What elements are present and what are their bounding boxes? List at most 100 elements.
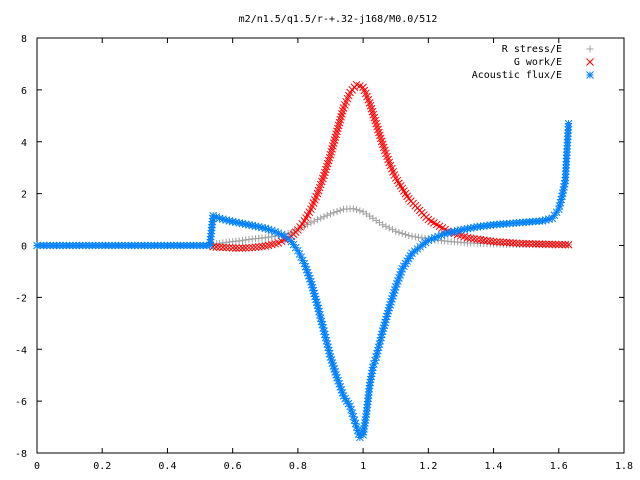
data-point-interp: [522, 239, 531, 248]
data-point-interp: [502, 238, 511, 247]
data-point-interp: [344, 399, 353, 408]
data-point-interp: [232, 244, 240, 252]
data-point-interp: [321, 165, 330, 174]
data-point-interp: [506, 238, 514, 247]
data-point-interp: [338, 107, 347, 115]
data-point-interp: [509, 239, 517, 247]
chart-title: m2/n1.5/q1.5/r-+.32-j168/M0.0/512: [239, 14, 438, 25]
data-point-interp: [225, 243, 234, 252]
data-point-interp: [368, 107, 377, 116]
legend-marker: [586, 58, 594, 66]
data-point-interp: [402, 231, 410, 239]
data-point-interp: [329, 142, 337, 150]
data-point-interp: [532, 240, 540, 248]
data-point-interp: [486, 237, 495, 245]
y-tick-label: 2: [21, 190, 27, 201]
data-point-interp: [382, 222, 390, 230]
data-point: [515, 239, 524, 248]
x-tick-label: 1.8: [615, 461, 633, 472]
data-point-interp: [356, 207, 364, 215]
data-point-interp: [519, 239, 527, 248]
legend-marker: [586, 71, 594, 79]
data-point-interp: [320, 213, 328, 221]
data-point-interp: [310, 217, 318, 225]
data-point-interp: [328, 145, 336, 153]
data-point-interp: [321, 168, 329, 177]
data-point-interp: [329, 139, 338, 147]
data-point: [564, 240, 573, 249]
y-tick-label: -6: [15, 397, 27, 408]
data-point-interp: [492, 237, 501, 246]
legend-label: G work/E: [514, 57, 562, 68]
data-point-interp: [307, 219, 315, 227]
data-point: [392, 227, 400, 235]
data-point: [222, 243, 230, 252]
data-point-interp: [322, 162, 331, 171]
y-tick-label: -2: [15, 293, 27, 304]
data-point-interp: [496, 238, 504, 246]
data-point-interp: [398, 229, 406, 237]
data-point-interp: [317, 214, 325, 222]
data-point-interp: [212, 243, 221, 251]
data-point-interp: [331, 133, 340, 142]
data-point-interp: [228, 243, 237, 252]
data-point-interp: [241, 243, 250, 252]
legend-marker: [586, 45, 594, 53]
data-point-interp: [479, 236, 488, 245]
x-tick-label: 1.2: [419, 461, 437, 472]
data-point-interp: [535, 240, 544, 248]
data-point: [365, 98, 374, 107]
data-point-interp: [353, 206, 361, 214]
data-point: [261, 234, 269, 242]
data-point-interp: [336, 115, 345, 124]
axes: 0 0.2 0.4 0.6 0.8 1 1.2 1.4 1.6 1.8 -8 -6 -4 -2 0 2 4 6 8: [15, 34, 633, 472]
legend-label: R stress/E: [502, 44, 562, 55]
data-point: [463, 233, 472, 242]
data-point-interp: [512, 239, 521, 248]
x-tick-label: 1: [360, 461, 366, 472]
x-tick-label: 1.6: [550, 461, 568, 472]
x-tick-label: 0.2: [93, 461, 111, 472]
x-tick-label: 0.6: [224, 461, 242, 472]
data-point: [235, 244, 244, 252]
y-tick-label: 4: [21, 138, 27, 149]
series-2: [33, 119, 573, 442]
x-tick-label: 0: [34, 461, 40, 472]
data-point-interp: [470, 234, 478, 243]
data-point-interp: [387, 297, 395, 306]
x-tick-label: 0.8: [289, 461, 307, 472]
data-point-interp: [324, 156, 333, 165]
data-point-interp: [335, 118, 344, 127]
data-point-interp: [418, 234, 426, 242]
data-point-interp: [538, 240, 547, 248]
y-tick-label: -4: [15, 345, 27, 356]
data-point-interp: [370, 113, 379, 122]
data-point-interp: [219, 243, 227, 252]
data-point-interp: [375, 128, 383, 137]
data-point-interp: [390, 289, 398, 297]
data-point-interp: [374, 125, 382, 134]
y-tick-label: 6: [21, 86, 27, 97]
y-tick-label: 8: [21, 34, 27, 45]
data-point-interp: [373, 122, 381, 131]
data-point-interp: [330, 136, 339, 144]
data-point-interp: [215, 243, 224, 252]
data-point-interp: [323, 159, 332, 168]
data-point-interp: [411, 233, 419, 241]
data-point-interp: [558, 240, 566, 249]
data-point-interp: [376, 134, 385, 143]
data-point-interp: [415, 233, 423, 241]
data-point: [349, 205, 357, 213]
data-point-interp: [265, 233, 273, 241]
data-point-interp: [466, 234, 475, 243]
legend-label: Acoustic flux/E: [472, 70, 562, 81]
data-point-interp: [473, 235, 482, 244]
data-point-interp: [336, 206, 344, 214]
data-point-interp: [377, 137, 386, 146]
data-point-interp: [369, 110, 378, 119]
data-point-interp: [330, 209, 338, 217]
data-point-interp: [408, 232, 416, 240]
data-point-interp: [334, 121, 343, 130]
series-layer: [33, 80, 573, 442]
data-point-interp: [561, 240, 570, 249]
